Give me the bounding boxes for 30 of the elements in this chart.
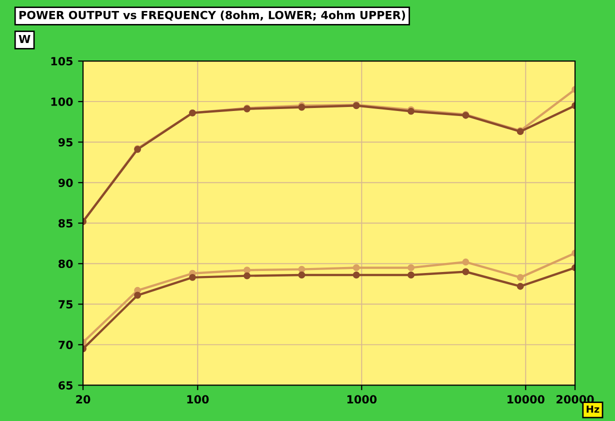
point	[298, 266, 306, 273]
x-tick-label: 20	[76, 395, 90, 404]
point	[352, 272, 360, 278]
y-tick-label: 105	[51, 57, 73, 66]
x-tick-label: 100	[187, 395, 209, 404]
point	[408, 264, 414, 272]
point	[244, 272, 250, 280]
y-tick-label: 85	[58, 219, 73, 228]
point	[189, 274, 196, 281]
y-tick-label: 70	[58, 340, 73, 350]
x-tick-label: 10000	[508, 395, 544, 404]
x-axis-title: Hz	[586, 406, 600, 413]
point	[462, 258, 470, 266]
x-tick-label: 1000	[347, 395, 377, 404]
y-axis-title: W	[18, 34, 30, 44]
point	[462, 268, 470, 276]
point	[352, 264, 360, 272]
y-tick-label: 80	[58, 260, 73, 268]
point	[244, 266, 250, 274]
y-tick-label: 65	[58, 381, 73, 390]
point	[408, 272, 414, 278]
point	[516, 282, 524, 290]
y-tick-label: 100	[51, 98, 73, 106]
point	[298, 272, 306, 278]
point	[516, 274, 524, 281]
point	[134, 292, 142, 299]
y-tick-label: 75	[58, 300, 73, 309]
y-tick-label: 90	[58, 178, 73, 187]
y-tick-label: 95	[58, 138, 73, 146]
chart-title: POWER OUTPUT vs FREQUENCY (8ohm, LOWER; 4ohm UPPER)	[19, 10, 406, 21]
